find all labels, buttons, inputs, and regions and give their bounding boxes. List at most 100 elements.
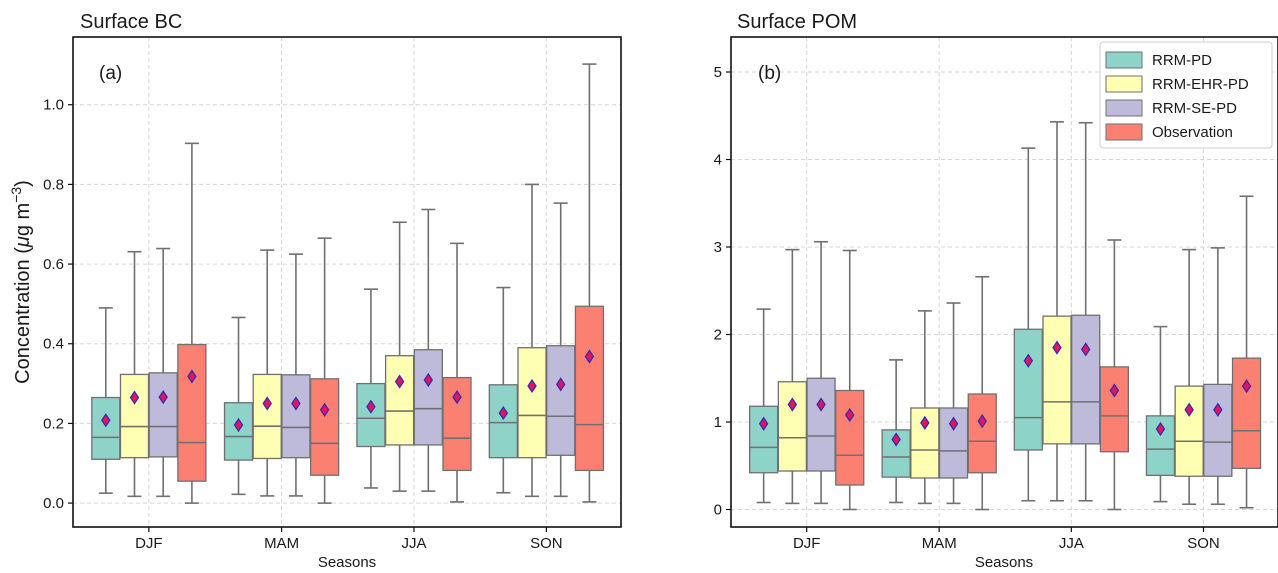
iqr-box xyxy=(517,347,547,459)
mean-marker xyxy=(1241,379,1252,394)
y-tick-label: 0.6 xyxy=(43,256,64,273)
iqr-box xyxy=(1013,328,1043,451)
x-axis-ticks: DJF MAM JJA SON xyxy=(793,527,1220,552)
legend-item: RRM-SE-PD xyxy=(1105,99,1237,117)
box-observation-djf xyxy=(177,142,207,504)
x-tick-label: JJA xyxy=(401,535,426,552)
mean-marker xyxy=(787,397,798,412)
panel-label: (b) xyxy=(758,63,781,84)
box-rrm-se-pd-son xyxy=(546,202,576,498)
iqr-box xyxy=(413,349,443,446)
y-tick-label: 0.0 xyxy=(43,495,64,512)
mean-marker xyxy=(187,369,197,384)
legend: RRM-PD RRM-EHR-PD RRM-SE-PD Observation xyxy=(1099,41,1273,149)
x-tick-label: DJF xyxy=(135,535,163,552)
y-tick-label: 0.8 xyxy=(43,176,64,193)
legend-item: Observation xyxy=(1105,123,1233,141)
legend-swatch xyxy=(1105,99,1143,117)
box-rrm-pd-son xyxy=(488,286,518,494)
x-tick-label: SON xyxy=(1187,535,1220,552)
box-rrm-se-pd-jja xyxy=(413,208,443,492)
x-tick-label: MAM xyxy=(264,535,299,552)
mean-marker xyxy=(1052,340,1062,355)
x-tick-label: DJF xyxy=(793,535,821,552)
box-rrm-ehr-pd-djf xyxy=(119,250,150,498)
box-observation-mam xyxy=(967,275,997,511)
mean-marker xyxy=(291,396,301,411)
mean-marker xyxy=(101,413,111,428)
y-tick-label: 2 xyxy=(714,327,722,344)
box-observation-son xyxy=(574,63,605,503)
box-observation-jja xyxy=(1099,239,1130,511)
box-rrm-se-pd-mam xyxy=(281,253,311,497)
mean-marker xyxy=(129,390,140,405)
box-observation-son xyxy=(1231,195,1262,509)
mean-marker xyxy=(1080,342,1091,357)
iqr-box xyxy=(574,305,605,472)
mean-marker xyxy=(1023,353,1034,368)
iqr-box xyxy=(1231,357,1262,470)
legend-swatch xyxy=(1105,75,1143,93)
y-axis-label: Concentration (μg m−3) xyxy=(8,180,34,384)
iqr-box xyxy=(281,374,311,459)
iqr-box xyxy=(1071,314,1101,445)
box-rrm-ehr-pd-mam xyxy=(252,249,282,497)
chart-title: Surface POM xyxy=(737,11,857,33)
legend-swatch xyxy=(1105,123,1143,141)
box-rrm-pd-djf xyxy=(749,308,779,504)
legend-label: RRM-EHR-PD xyxy=(1152,76,1249,93)
iqr-box xyxy=(384,355,415,446)
box-rrm-se-pd-jja xyxy=(1071,121,1101,502)
box-observation-mam xyxy=(309,237,340,504)
panel-label: (a) xyxy=(99,63,122,84)
iqr-box xyxy=(1099,366,1130,453)
y-axis-ticks: 0.0 0.2 0.4 0.6 0.8 1.0 xyxy=(43,97,73,512)
iqr-box xyxy=(148,372,178,458)
box-plots xyxy=(91,63,605,504)
iqr-box xyxy=(309,378,340,476)
iqr-box xyxy=(177,343,207,482)
box-rrm-se-pd-djf xyxy=(148,247,178,498)
box-rrm-ehr-pd-jja xyxy=(384,221,415,492)
y-tick-label: 5 xyxy=(714,64,722,81)
legend-frame xyxy=(1099,41,1273,149)
y-tick-label: 0.2 xyxy=(43,415,64,432)
iqr-box xyxy=(91,396,121,460)
iqr-box xyxy=(119,373,150,459)
box-rrm-ehr-pd-jja xyxy=(1042,121,1072,502)
mean-marker xyxy=(233,417,244,433)
mean-marker xyxy=(816,397,826,412)
iqr-box xyxy=(749,405,779,474)
mean-marker xyxy=(262,396,272,411)
mean-marker xyxy=(1109,383,1120,398)
plot-frame xyxy=(72,36,622,528)
mean-marker xyxy=(452,390,462,405)
x-tick-label: JJA xyxy=(1059,535,1084,552)
mean-marker xyxy=(319,402,330,417)
mean-marker xyxy=(366,399,376,414)
box-rrm-ehr-pd-son xyxy=(1174,248,1204,506)
box-rrm-pd-jja xyxy=(1013,147,1043,502)
box-rrm-pd-son xyxy=(1145,325,1176,503)
mean-marker xyxy=(758,416,769,431)
y-tick-label: 0 xyxy=(714,502,722,519)
mean-marker xyxy=(948,416,959,431)
mean-marker xyxy=(158,390,168,405)
iqr-box xyxy=(835,389,865,486)
iqr-box xyxy=(356,382,386,448)
y-tick-label: 1.0 xyxy=(43,97,64,114)
mean-marker xyxy=(891,432,901,447)
box-rrm-pd-djf xyxy=(91,307,121,494)
x-axis-ticks: DJF MAM JJA SON xyxy=(135,527,563,552)
legend-label: Observation xyxy=(1152,124,1233,141)
iqr-box xyxy=(806,377,836,472)
box-observation-djf xyxy=(835,249,865,511)
x-axis-label: Seasons xyxy=(318,554,376,571)
iqr-box xyxy=(546,345,576,456)
iqr-box xyxy=(252,373,282,460)
x-axis-label: Seasons xyxy=(975,554,1033,571)
iqr-box xyxy=(1042,315,1072,445)
box-rrm-se-pd-djf xyxy=(806,240,836,505)
box-rrm-se-pd-son xyxy=(1203,247,1233,506)
